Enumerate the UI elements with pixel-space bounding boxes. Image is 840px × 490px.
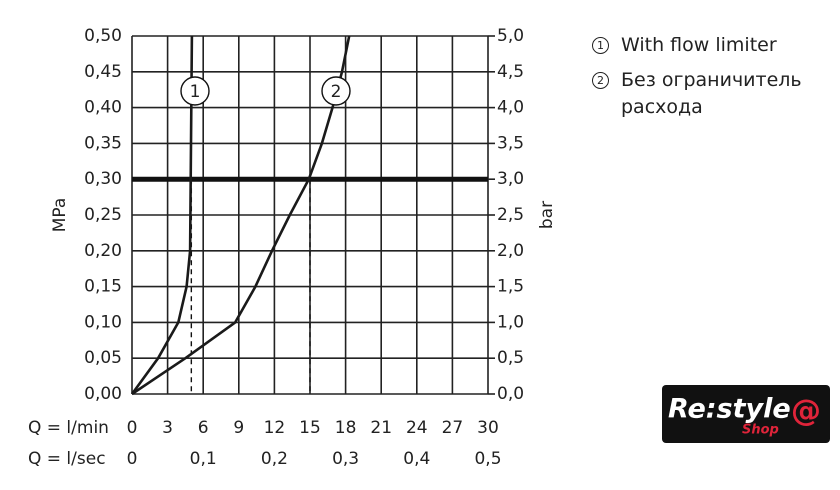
x2-tick-label: 0,1	[190, 449, 217, 469]
y2-axis-label: bar	[537, 201, 557, 229]
legend-label: With flow limiter	[621, 34, 777, 56]
x2-axis-label: Q = l/sec	[28, 449, 106, 469]
x2-tick-label: 0,2	[261, 449, 288, 469]
legend-label: Без ограничитель расхода	[621, 69, 802, 118]
x2-tick-label: 0,3	[332, 449, 359, 469]
x-tick-label: 0	[127, 418, 138, 438]
x-tick-label: 9	[233, 418, 244, 438]
y-tick-label: 0,10	[84, 312, 122, 332]
x2-tick-label: 0	[127, 449, 138, 469]
legend-marker: 1	[592, 37, 609, 54]
y-tick-label: 0,35	[84, 133, 122, 153]
y-tick-label: 0,00	[84, 384, 122, 404]
x2-tick-label: 0,5	[474, 449, 501, 469]
y2-tick-label: 4,5	[497, 62, 524, 82]
logo-text: Re:style	[668, 394, 791, 425]
y2-tick-label: 5,0	[497, 26, 524, 46]
y2-tick-label: 2,0	[497, 241, 524, 261]
legend-item: 1 With flow limiter	[592, 32, 832, 59]
y2-tick-label: 3,0	[497, 169, 524, 189]
x-tick-label: 12	[264, 418, 286, 438]
y2-tick-label: 2,5	[497, 205, 524, 225]
y2-tick-label: 0,0	[497, 384, 524, 404]
y-tick-label: 0,05	[84, 348, 122, 368]
x-tick-label: 15	[299, 418, 321, 438]
legend-item: 2 Без ограничитель расхода	[592, 67, 822, 121]
x-tick-label: 6	[198, 418, 209, 438]
x-tick-label: 18	[335, 418, 357, 438]
x2-tick-label: 0,4	[403, 449, 430, 469]
x-tick-label: 21	[370, 418, 392, 438]
y-tick-label: 0,20	[84, 241, 122, 261]
y-axis-label: MPa	[50, 198, 70, 233]
y-tick-label: 0,50	[84, 26, 122, 46]
y-tick-label: 0,45	[84, 62, 122, 82]
series-line	[130, 35, 194, 395]
y2-tick-label: 4,0	[497, 98, 524, 118]
y2-tick-label: 0,5	[497, 348, 524, 368]
logo-symbol: @	[791, 394, 821, 429]
y-tick-label: 0,30	[84, 169, 122, 189]
y-tick-label: 0,15	[84, 277, 122, 297]
logo-sub: Shop	[742, 423, 779, 438]
logo-box	[662, 385, 830, 443]
series-marker-circle	[321, 76, 351, 106]
x-tick-label: 3	[162, 418, 173, 438]
y2-tick-label: 1,0	[497, 312, 524, 332]
y2-tick-label: 3,5	[497, 133, 524, 153]
y2-tick-label: 1,5	[497, 277, 524, 297]
y-tick-label: 0,25	[84, 205, 122, 225]
series-marker: 1	[190, 82, 201, 102]
x-axis-label: Q = l/min	[28, 418, 109, 438]
x-tick-label: 30	[477, 418, 499, 438]
series-marker-circle	[180, 76, 210, 106]
legend-marker: 2	[592, 72, 609, 89]
x-tick-label: 27	[442, 418, 464, 438]
series-marker: 2	[331, 82, 342, 102]
y-tick-label: 0,40	[84, 98, 122, 118]
x-tick-label: 24	[406, 418, 428, 438]
